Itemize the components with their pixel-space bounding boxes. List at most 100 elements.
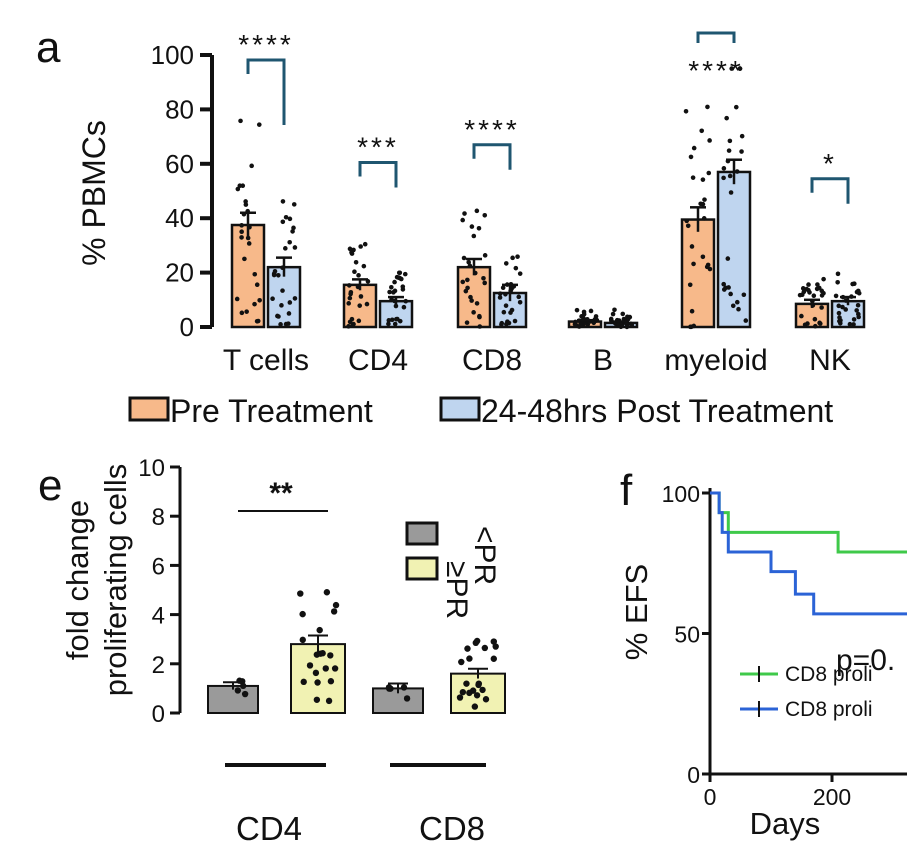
data-point [851, 317, 857, 322]
data-point [707, 138, 712, 143]
data-point [721, 175, 726, 181]
data-point [482, 253, 488, 258]
data-point [743, 318, 749, 323]
data-point [503, 303, 509, 308]
data-point [734, 169, 740, 174]
data-point [322, 665, 329, 672]
data-point [249, 163, 254, 169]
data-point [503, 292, 508, 297]
y-tick-label: 40 [165, 203, 194, 233]
legend-label-lt-pr: <PR [468, 526, 501, 585]
data-point [821, 276, 826, 282]
data-point [330, 608, 338, 615]
bar [207, 684, 259, 715]
bar [456, 265, 492, 329]
data-point [386, 318, 392, 323]
data-point [246, 241, 252, 246]
data-point [306, 662, 314, 669]
data-point [327, 678, 335, 685]
significance-label: **** [238, 29, 294, 60]
data-point [396, 275, 401, 280]
data-point [474, 301, 480, 306]
data-point [403, 298, 409, 304]
legend-label-green: CD8 proli [785, 663, 873, 686]
y-axis-label-line2: proliferating cells [98, 464, 133, 697]
y-tick-label: 50 [674, 622, 700, 648]
data-point [280, 288, 285, 293]
data-point [283, 246, 288, 251]
data-point [361, 263, 367, 269]
data-point [364, 301, 370, 307]
significance-bracket [246, 58, 286, 125]
data-point [473, 692, 481, 699]
data-point [297, 590, 304, 597]
data-point [276, 314, 281, 319]
data-point [736, 306, 741, 312]
y-axis-label-line1: fold change [60, 500, 95, 660]
data-point [460, 279, 466, 285]
data-point [629, 322, 635, 328]
data-point [239, 223, 244, 228]
data-point [238, 118, 243, 124]
data-point [401, 304, 407, 310]
data-point [806, 282, 811, 287]
data-point [276, 272, 281, 278]
data-point [627, 314, 633, 320]
data-point [501, 309, 507, 315]
x-tick-label: 200 [813, 784, 851, 810]
data-point [463, 288, 469, 294]
data-point [691, 323, 697, 329]
data-point [705, 262, 711, 268]
data-point [805, 321, 810, 326]
data-point [287, 300, 293, 305]
data-point [482, 696, 490, 703]
data-point [699, 128, 705, 134]
data-point [257, 298, 262, 303]
data-point [239, 229, 244, 234]
data-point [474, 208, 480, 214]
data-point [481, 644, 489, 652]
data-point [461, 255, 467, 261]
significance-label: **** [464, 114, 520, 145]
data-point [515, 254, 520, 259]
data-point [517, 300, 523, 305]
data-point [721, 281, 726, 287]
data-point [471, 310, 476, 315]
y-tick-label: 10 [138, 455, 165, 482]
data-point [256, 122, 262, 127]
data-point [685, 223, 691, 229]
panel-e-chart: 0 2 4 6 8 10 fold change proliferating cells CD4… [60, 455, 506, 847]
panel-e-label: e [38, 461, 62, 510]
data-point [734, 299, 740, 305]
data-point [299, 610, 306, 618]
data-point [500, 285, 506, 291]
data-point [387, 289, 392, 295]
data-point [358, 244, 363, 249]
data-point [357, 303, 363, 308]
data-point [739, 149, 744, 154]
data-point [816, 285, 822, 291]
data-point [492, 643, 499, 650]
data-point [728, 190, 734, 195]
data-point [325, 697, 333, 705]
data-point [327, 652, 334, 659]
data-point [254, 282, 260, 288]
data-point [466, 259, 471, 265]
data-point [691, 261, 696, 267]
legend-swatch-ge-pr [405, 556, 439, 581]
legend-swatch-lt-pr [405, 521, 439, 546]
data-point [608, 317, 614, 323]
data-point [348, 289, 354, 295]
data-point [403, 695, 411, 702]
legend-swatch-post [439, 396, 481, 422]
data-point [733, 104, 739, 110]
data-point [332, 601, 340, 609]
significance-label: *** [357, 131, 399, 162]
data-point [700, 254, 706, 260]
data-point [724, 115, 729, 121]
y-tick-label: 80 [165, 94, 194, 124]
y-tick-label: 100 [662, 481, 700, 507]
data-point [241, 690, 249, 698]
data-point [578, 321, 583, 327]
legend-label-pre: Pre Treatment [170, 393, 373, 429]
